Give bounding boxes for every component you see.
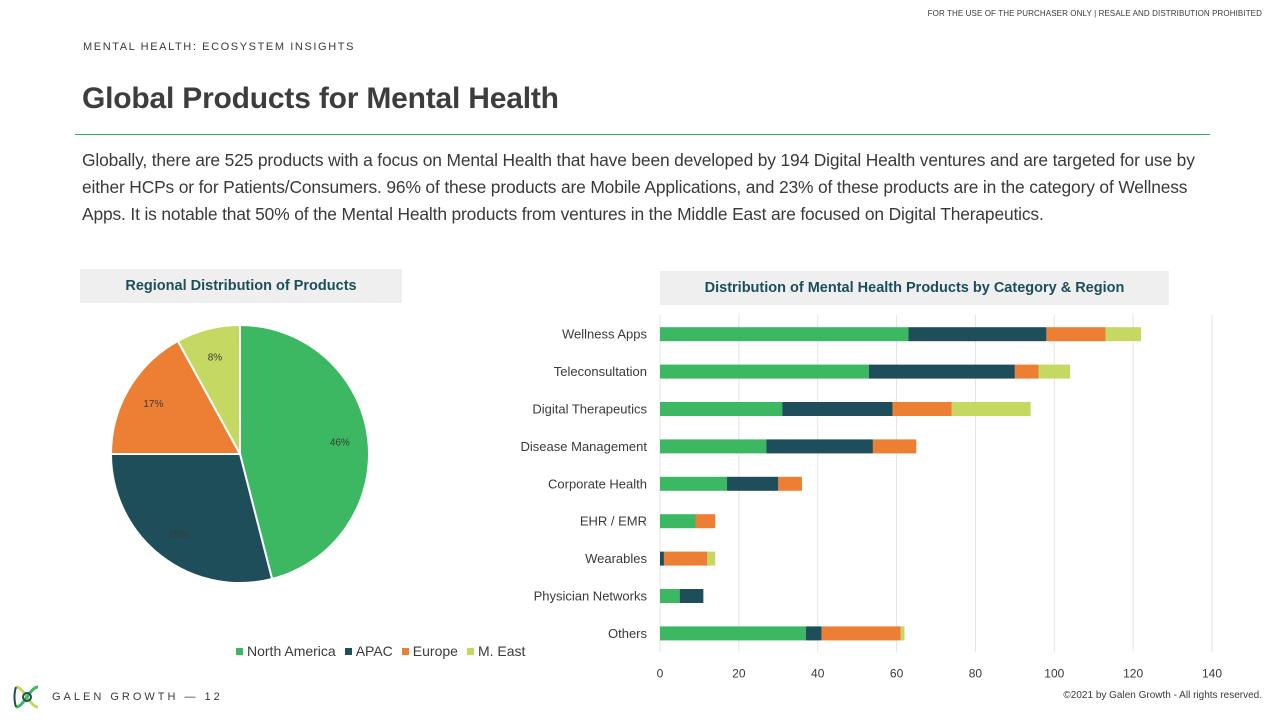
- x-tick-label: 80: [969, 667, 983, 680]
- bar-chart-title: Distribution of Mental Health Products b…: [660, 271, 1169, 305]
- bar-segment-europe: [778, 476, 802, 491]
- pie-label-apac: 29%: [168, 530, 188, 541]
- bar-segment-north-america: [660, 514, 696, 529]
- pie-slice-m-east: [176, 323, 241, 455]
- summary-paragraph: Globally, there are 525 products with a …: [82, 150, 1195, 224]
- bar-segment-m-east: [1038, 364, 1071, 379]
- category-label: Corporate Health: [548, 476, 647, 491]
- bar-segment-m-east: [900, 626, 905, 641]
- category-label: Digital Therapeutics: [532, 402, 647, 417]
- bar-segment-apac: [727, 476, 779, 491]
- bar-segment-europe: [1046, 327, 1106, 342]
- legend-item: M. East: [466, 643, 526, 659]
- legend-label: APAC: [355, 643, 393, 659]
- legend-label: North America: [247, 643, 336, 659]
- bar-segment-europe: [663, 551, 708, 566]
- pie-slice-europe: [109, 339, 242, 455]
- pie-slice-north-america: [239, 323, 370, 581]
- bar-segment-north-america: [660, 439, 767, 454]
- legend-label: Europe: [412, 643, 458, 659]
- copyright-text: ©2021 by Galen Growth - All rights reser…: [1063, 690, 1262, 701]
- section-label: MENTAL HEALTH: ECOSYSTEM INSIGHTS: [83, 41, 356, 53]
- legend-swatch: [236, 647, 243, 655]
- category-label: Others: [608, 626, 648, 641]
- chart-legend: North America APAC Europe M. East: [236, 643, 525, 659]
- pie-chart-title: Regional Distribution of Products: [80, 269, 402, 303]
- bar-segment-europe: [892, 402, 952, 416]
- bar-segment-apac: [908, 327, 1047, 342]
- x-tick-label: 120: [1123, 667, 1143, 680]
- bar-segment-europe: [872, 439, 917, 454]
- legend-swatch: [466, 647, 474, 655]
- bar-segment-apac: [766, 439, 873, 454]
- x-tick-label: 0: [657, 667, 664, 680]
- bar-segment-north-america: [660, 626, 806, 641]
- legend-swatch: [401, 647, 409, 655]
- galen-growth-logo-icon: [13, 685, 39, 709]
- x-tick-label: 40: [811, 667, 825, 680]
- category-label: Teleconsultation: [554, 364, 647, 379]
- bar-segment-apac: [805, 626, 822, 641]
- x-tick-label: 20: [732, 667, 746, 680]
- legend-item: Europe: [401, 643, 458, 659]
- bar-segment-north-america: [660, 327, 909, 342]
- footer-brand: GALEN GROWTH — 12: [12, 683, 223, 711]
- legend-item: North America: [236, 643, 336, 659]
- category-label: Wellness Apps: [562, 327, 648, 342]
- pie-label-north-america: 46%: [330, 437, 350, 448]
- bar-segment-north-america: [660, 589, 680, 603]
- category-bar-chart: 0 20 40 60 80 100 120 140 Wellness Apps Teleconsu…: [521, 315, 1222, 680]
- bar-segment-apac: [782, 402, 893, 416]
- regional-pie-chart: 46% 29% 17% 8%: [109, 323, 370, 584]
- legend-label: M. East: [477, 643, 526, 659]
- x-tick-label: 140: [1202, 667, 1222, 680]
- bar-segment-m-east: [1105, 327, 1142, 342]
- title-divider: [75, 134, 1210, 135]
- bar-segment-europe: [1014, 364, 1039, 379]
- bar-segment-europe: [695, 514, 716, 529]
- footer-brand-text: GALEN GROWTH — 12: [52, 691, 223, 703]
- legend-item: APAC: [344, 643, 393, 659]
- usage-notice: FOR THE USE OF THE PURCHASER ONLY | RESA…: [927, 9, 1262, 18]
- bar-segment-apac: [660, 551, 664, 566]
- category-label: EHR / EMR: [580, 514, 647, 529]
- bar-segment-north-america: [660, 476, 728, 491]
- category-label: Wearables: [585, 551, 647, 566]
- legend-swatch: [344, 647, 352, 655]
- bar-segment-europe: [821, 626, 901, 641]
- pie-label-europe: 17%: [143, 399, 163, 410]
- bar-segment-north-america: [660, 364, 869, 379]
- bar-segment-north-america: [660, 402, 783, 416]
- category-label: Physician Networks: [534, 589, 648, 604]
- category-label: Disease Management: [521, 439, 648, 454]
- x-tick-label: 100: [1044, 667, 1064, 680]
- bar-segment-m-east: [951, 402, 1031, 416]
- pie-label-m-east: 8%: [208, 353, 223, 364]
- bar-segment-m-east: [707, 551, 716, 566]
- page-title: Global Products for Mental Health: [82, 82, 559, 115]
- x-tick-label: 60: [890, 667, 904, 680]
- pie-slice-apac: [109, 453, 274, 584]
- bar-segment-apac: [679, 589, 704, 603]
- bar-segment-apac: [868, 364, 1015, 379]
